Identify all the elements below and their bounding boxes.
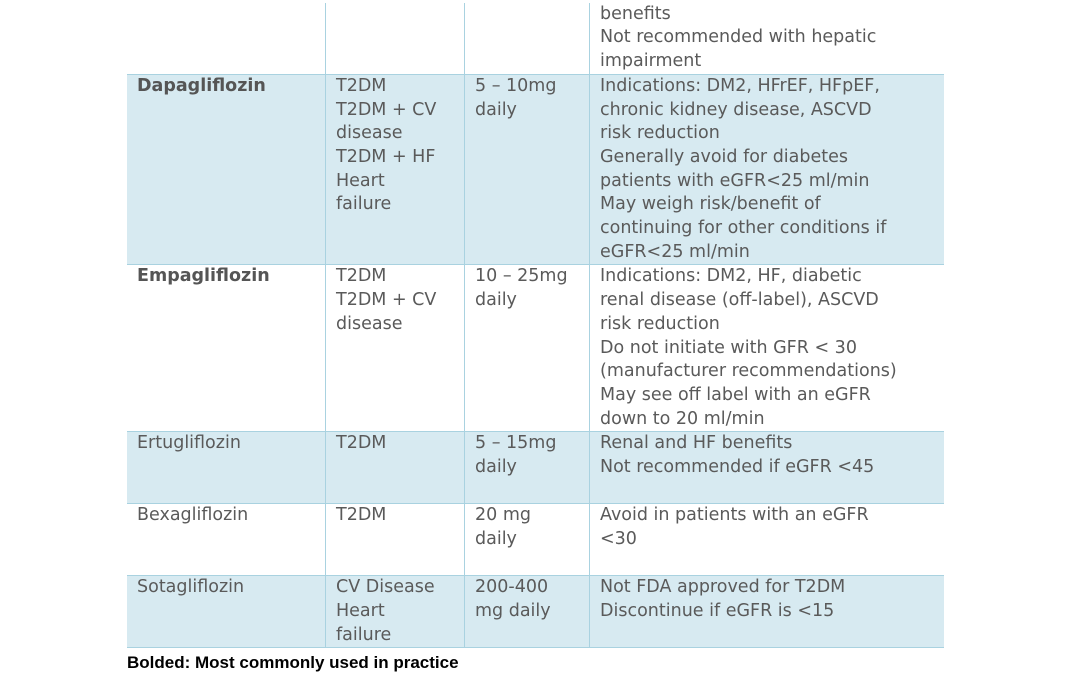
cell-text: T2DM + HF — [336, 146, 436, 167]
table-cell: benefits Not recommended with hepatic impa… — [589, 2, 944, 74]
table-cell: Not FDA approved for T2DM Discontinue if … — [589, 576, 944, 648]
cell-text: Generally avoid for diabetes — [600, 146, 849, 167]
cell-text: (manufacturer recommendations) — [600, 361, 897, 382]
table-cell: 200-400 mg daily — [464, 576, 589, 648]
cell-text: risk reduction — [600, 313, 720, 334]
cell-text: T2DM + CV — [336, 290, 437, 311]
cell-text: 10 – 25mg — [475, 266, 568, 287]
table-row: Ertugliflozin T2DM 5 – 15mg daily Renal and … — [127, 432, 944, 505]
cell-text: T2DM + CV — [336, 99, 437, 120]
table-row: Bexagliflozin T2DM 20 mg daily Avoid in pati… — [127, 504, 944, 577]
cell-text: eGFR<25 ml/min — [600, 241, 750, 262]
cell-text: Sotagliflozin — [137, 577, 245, 598]
cell-text: Indications: DM2, HFrEF, HFpEF, — [600, 75, 880, 96]
table-cell: Ertugliflozin — [127, 432, 325, 503]
cell-text: 20 mg — [475, 505, 531, 526]
table-cell: 5 – 10mg daily — [464, 74, 589, 265]
table-cell: 5 – 15mg daily — [464, 432, 589, 504]
cell-text: chronic kidney disease, ASCVD — [600, 99, 872, 120]
cell-text: CV Disease — [336, 577, 435, 598]
cell-text: T2DM — [336, 75, 387, 96]
cell-text: daily — [475, 290, 517, 311]
table-cell — [464, 2, 589, 74]
table-cell: Indications: DM2, HF, diabetic renal dise… — [589, 265, 944, 432]
cell-text: T2DM — [336, 433, 387, 454]
table-row: Sotagliflozin CV Disease Heart failure 200-4… — [127, 576, 944, 649]
table-cell: 10 – 25mg daily — [464, 265, 589, 432]
cell-text: Discontinue if eGFR is <15 — [600, 601, 835, 622]
cell-text: 5 – 15mg — [475, 433, 557, 454]
cell-text: Ertugliflozin — [137, 433, 241, 454]
table-cell: CV Disease Heart failure — [325, 576, 464, 648]
cell-text: Renal and HF benefits — [600, 433, 793, 454]
cell-text: Do not initiate with GFR < 30 — [600, 337, 857, 358]
table-cell: Empagliflozin — [127, 265, 325, 431]
cell-text: T2DM — [336, 266, 387, 287]
table-cell: Dapagliflozin — [127, 75, 325, 265]
cell-text: benefits — [600, 3, 671, 24]
table-cell: Renal and HF benefits Not recommended if … — [589, 432, 944, 504]
cell-text: May see off label with an eGFR — [600, 384, 871, 405]
cell-text: patients with eGFR<25 ml/min — [600, 170, 870, 191]
table-cell: 20 mg daily — [464, 504, 589, 576]
table-row: Dapagliflozin T2DM T2DM + CV disease T2DM + … — [127, 74, 944, 266]
cell-text: Empagliflozin — [137, 266, 270, 287]
drug-table: benefits Not recommended with hepatic impa… — [127, 0, 944, 649]
cell-text: impairment — [600, 51, 702, 72]
cell-text: Bexagliflozin — [137, 505, 249, 526]
table-cell — [127, 3, 325, 74]
cell-text: Heart — [336, 601, 385, 622]
table-cell: Avoid in patients with an eGFR <30 — [589, 504, 944, 576]
table-cell: T2DM — [325, 504, 464, 576]
table-row: Empagliflozin T2DM T2DM + CV disease 10 – 25… — [127, 265, 944, 433]
cell-text: Not recommended with hepatic — [600, 27, 877, 48]
table-cell: T2DM T2DM + CV disease — [325, 265, 464, 432]
table-row: benefits Not recommended with hepatic impa… — [127, 0, 944, 75]
cell-text: Dapagliflozin — [137, 75, 266, 96]
table-cell — [325, 2, 464, 74]
cell-text: T2DM — [336, 505, 387, 526]
cell-text: disease — [336, 123, 403, 144]
cell-text: Indications: DM2, HF, diabetic — [600, 266, 862, 287]
cell-text: failure — [336, 624, 392, 645]
cell-text: renal disease (off-label), ASCVD — [600, 290, 879, 311]
cell-text: Not recommended if eGFR <45 — [600, 457, 875, 478]
table-cell: Indications: DM2, HFrEF, HFpEF, chronic k… — [589, 74, 944, 265]
cell-text: Avoid in patients with an eGFR — [600, 505, 869, 526]
cell-text: <30 — [600, 529, 637, 550]
cell-text: disease — [336, 313, 403, 334]
cell-text: risk reduction — [600, 123, 720, 144]
cell-text: 200-400 — [475, 577, 549, 598]
cell-text: down to 20 ml/min — [600, 408, 765, 429]
cell-text: mg daily — [475, 601, 551, 622]
cell-text: Not FDA approved for T2DM — [600, 577, 846, 598]
cell-text: May weigh risk/benefit of — [600, 194, 821, 215]
table-cell: T2DM T2DM + CV disease T2DM + HF Heart failur… — [325, 74, 464, 265]
cell-text: Heart — [336, 170, 385, 191]
footnote: Bolded: Most commonly used in practice — [127, 653, 459, 672]
cell-text: continuing for other conditions if — [600, 218, 887, 239]
table-cell: Sotagliflozin — [127, 576, 325, 647]
table-cell: Bexagliflozin — [127, 504, 325, 575]
table-cell: T2DM — [325, 432, 464, 504]
cell-text: 5 – 10mg — [475, 75, 557, 96]
cell-text: failure — [336, 194, 392, 215]
cell-text: daily — [475, 529, 517, 550]
cell-text: daily — [475, 99, 517, 120]
cell-text: daily — [475, 457, 517, 478]
